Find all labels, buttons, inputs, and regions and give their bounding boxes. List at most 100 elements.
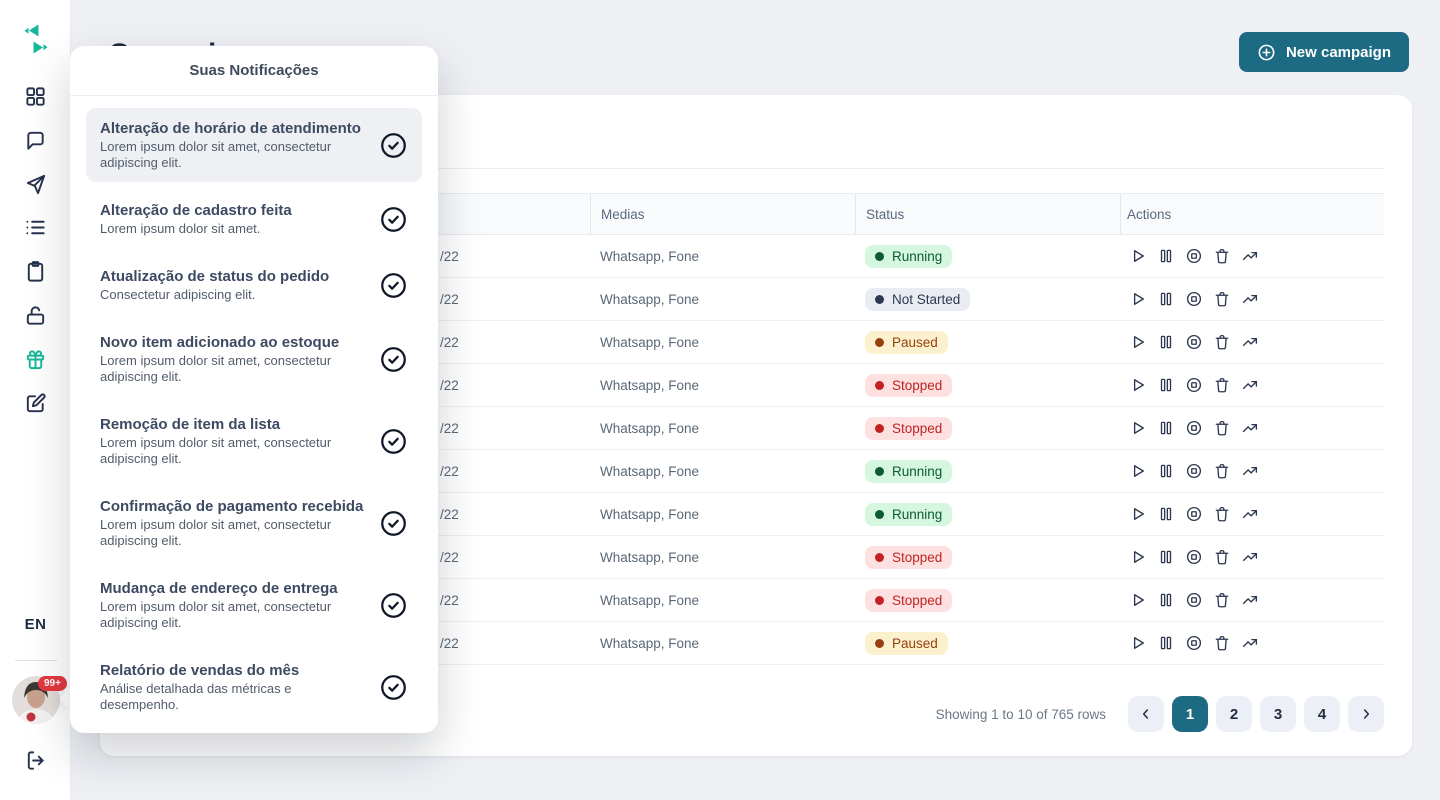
notification-item[interactable]: Relatório de vendas do mês Análise detal… bbox=[86, 650, 422, 724]
analytics-button[interactable] bbox=[1238, 330, 1262, 354]
sidebar-item-chat[interactable] bbox=[0, 125, 71, 155]
mark-read-button[interactable] bbox=[378, 426, 408, 456]
analytics-button[interactable] bbox=[1238, 244, 1262, 268]
page-number-button[interactable]: 2 bbox=[1216, 696, 1252, 732]
play-button[interactable] bbox=[1126, 373, 1150, 397]
delete-button[interactable] bbox=[1210, 244, 1234, 268]
play-button[interactable] bbox=[1126, 244, 1150, 268]
mark-read-button[interactable] bbox=[378, 672, 408, 702]
delete-button[interactable] bbox=[1210, 330, 1234, 354]
notification-item[interactable]: Novo item adicionado ao estoque Lorem ip… bbox=[86, 322, 422, 396]
medias-cell: Whatsapp, Fone bbox=[600, 549, 700, 565]
stop-button[interactable] bbox=[1182, 502, 1206, 526]
pause-button[interactable] bbox=[1154, 330, 1178, 354]
mark-read-button[interactable] bbox=[378, 270, 408, 300]
previous-page-button[interactable] bbox=[1128, 696, 1164, 732]
sidebar-item-clipboard[interactable] bbox=[0, 256, 71, 286]
delete-button[interactable] bbox=[1210, 631, 1234, 655]
analytics-button[interactable] bbox=[1238, 502, 1262, 526]
analytics-button[interactable] bbox=[1238, 459, 1262, 483]
stop-button[interactable] bbox=[1182, 631, 1206, 655]
play-icon bbox=[1133, 551, 1144, 563]
page-number-button[interactable]: 1 bbox=[1172, 696, 1208, 732]
pause-button[interactable] bbox=[1154, 459, 1178, 483]
notification-item[interactable]: Atualização de status do pedido Consecte… bbox=[86, 256, 422, 314]
trending-up-icon bbox=[1242, 595, 1258, 605]
trending-up-icon bbox=[1242, 337, 1258, 347]
notification-item[interactable]: Alteração de cadastro feita Lorem ipsum … bbox=[86, 190, 422, 248]
stop-button[interactable] bbox=[1182, 416, 1206, 440]
analytics-button[interactable] bbox=[1238, 287, 1262, 311]
sidebar-item-list[interactable] bbox=[0, 212, 71, 242]
mark-read-button[interactable] bbox=[378, 130, 408, 160]
stop-button[interactable] bbox=[1182, 545, 1206, 569]
sidebar-item-compose[interactable] bbox=[0, 388, 71, 418]
language-switcher[interactable]: EN bbox=[24, 616, 47, 633]
analytics-button[interactable] bbox=[1238, 631, 1262, 655]
pause-button[interactable] bbox=[1154, 373, 1178, 397]
sidebar-item-dashboard[interactable] bbox=[0, 81, 71, 111]
notification-description: Lorem ipsum dolor sit amet, consectetur … bbox=[100, 353, 332, 384]
page-number-button[interactable]: 3 bbox=[1260, 696, 1296, 732]
notification-item[interactable]: Confirmação de pagamento recebida Lorem … bbox=[86, 486, 422, 560]
analytics-button[interactable] bbox=[1238, 416, 1262, 440]
stop-button[interactable] bbox=[1182, 588, 1206, 612]
delete-button[interactable] bbox=[1210, 287, 1234, 311]
play-button[interactable] bbox=[1126, 588, 1150, 612]
pause-button[interactable] bbox=[1154, 244, 1178, 268]
delete-button[interactable] bbox=[1210, 502, 1234, 526]
analytics-button[interactable] bbox=[1238, 373, 1262, 397]
new-campaign-button[interactable]: New campaign bbox=[1238, 32, 1409, 72]
play-button[interactable] bbox=[1126, 502, 1150, 526]
mark-read-button[interactable] bbox=[378, 204, 408, 234]
analytics-button[interactable] bbox=[1238, 545, 1262, 569]
pause-button[interactable] bbox=[1154, 545, 1178, 569]
next-page-button[interactable] bbox=[1348, 696, 1384, 732]
stop-button[interactable] bbox=[1182, 459, 1206, 483]
play-button[interactable] bbox=[1126, 545, 1150, 569]
notification-title: Relatório de vendas do mês bbox=[100, 662, 300, 679]
pause-button[interactable] bbox=[1154, 631, 1178, 655]
delete-button[interactable] bbox=[1210, 588, 1234, 612]
mark-read-button[interactable] bbox=[378, 344, 408, 374]
page-number-button[interactable]: 4 bbox=[1304, 696, 1340, 732]
user-avatar[interactable]: 99+ bbox=[12, 676, 67, 724]
notification-item[interactable]: Alteração de horário de atendimento Lore… bbox=[86, 108, 422, 182]
play-button[interactable] bbox=[1126, 631, 1150, 655]
sidebar-item-security[interactable] bbox=[0, 300, 71, 330]
stop-button[interactable] bbox=[1182, 373, 1206, 397]
stop-button[interactable] bbox=[1182, 287, 1206, 311]
sidebar-item-send[interactable] bbox=[0, 169, 71, 199]
play-button[interactable] bbox=[1126, 330, 1150, 354]
logout-button[interactable] bbox=[0, 745, 71, 775]
status-cell: Stopped bbox=[855, 364, 1120, 406]
play-button[interactable] bbox=[1126, 459, 1150, 483]
pause-icon bbox=[1160, 292, 1172, 306]
analytics-button[interactable] bbox=[1238, 588, 1262, 612]
brand-logo-icon[interactable] bbox=[0, 22, 71, 56]
page-buttons: 1 2 3 4 bbox=[1172, 696, 1340, 732]
notification-item[interactable]: Remoção de item da lista Lorem ipsum dol… bbox=[86, 404, 422, 478]
pause-button[interactable] bbox=[1154, 502, 1178, 526]
delete-button[interactable] bbox=[1210, 416, 1234, 440]
notification-text: Remoção de item da lista Lorem ipsum dol… bbox=[100, 415, 366, 467]
trash-icon bbox=[1215, 463, 1229, 479]
delete-button[interactable] bbox=[1210, 545, 1234, 569]
play-button[interactable] bbox=[1126, 287, 1150, 311]
mark-read-button[interactable] bbox=[378, 590, 408, 620]
notification-item[interactable]: Mudança de endereço de entrega Lorem ips… bbox=[86, 568, 422, 642]
sidebar-item-rewards[interactable] bbox=[0, 344, 71, 374]
table-row: /22 Whatsapp, Fone Running bbox=[128, 450, 1384, 493]
pause-button[interactable] bbox=[1154, 588, 1178, 612]
pause-button[interactable] bbox=[1154, 416, 1178, 440]
play-icon bbox=[1133, 508, 1144, 520]
delete-button[interactable] bbox=[1210, 459, 1234, 483]
pause-button[interactable] bbox=[1154, 287, 1178, 311]
stop-button[interactable] bbox=[1182, 330, 1206, 354]
delete-button[interactable] bbox=[1210, 373, 1234, 397]
status-cell: Stopped bbox=[855, 536, 1120, 578]
stop-button[interactable] bbox=[1182, 244, 1206, 268]
table-body: /22 Whatsapp, Fone Running bbox=[128, 235, 1384, 665]
mark-read-button[interactable] bbox=[378, 508, 408, 538]
play-button[interactable] bbox=[1126, 416, 1150, 440]
